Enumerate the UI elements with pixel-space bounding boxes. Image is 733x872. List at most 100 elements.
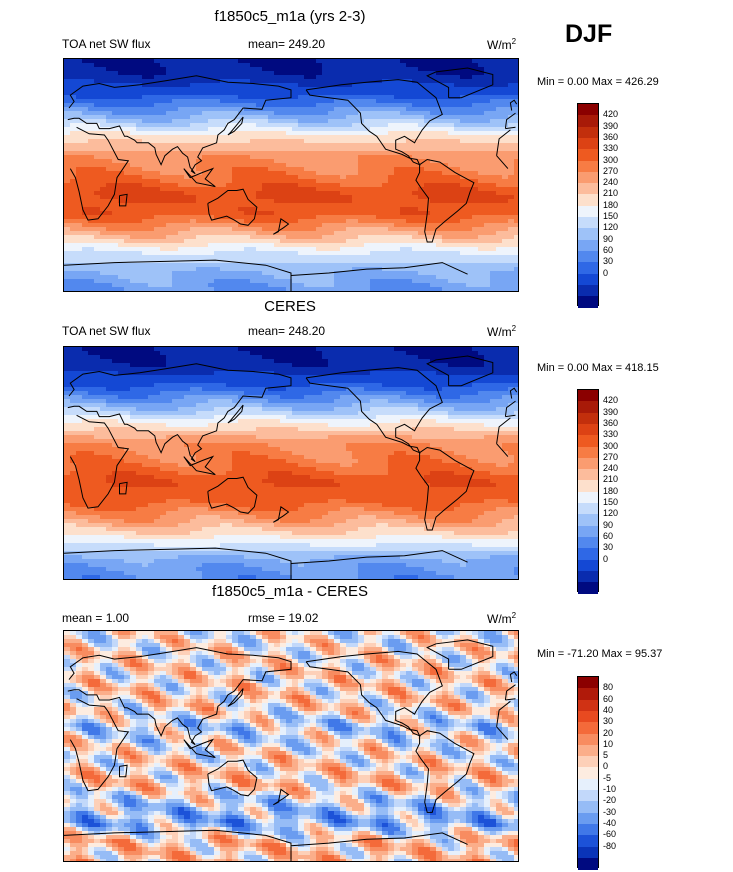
contour-cell	[490, 255, 497, 260]
contour-cell	[370, 243, 377, 248]
contour-cell	[502, 367, 509, 372]
contour-cell	[298, 227, 305, 232]
contour-cell	[418, 351, 425, 356]
contour-cell	[292, 367, 299, 372]
contour-cell	[370, 151, 377, 156]
contour-cell	[394, 351, 401, 356]
contour-cell	[118, 67, 125, 72]
contour-cell	[226, 167, 233, 172]
contour-cell	[250, 75, 257, 80]
contour-cell	[292, 235, 299, 240]
contour-cell	[100, 135, 107, 140]
contour-cell	[184, 347, 191, 352]
contour-cell	[472, 131, 479, 136]
contour-cell	[490, 67, 497, 72]
contour-cell	[244, 103, 251, 108]
contour-cell	[412, 147, 419, 152]
contour-cell	[94, 163, 101, 168]
contour-cell	[172, 199, 179, 204]
contour-cell	[214, 167, 221, 172]
contour-cell	[154, 251, 161, 256]
contour-cell	[460, 355, 467, 360]
contour-cell	[334, 59, 341, 64]
contour-cell	[460, 127, 467, 132]
contour-cell	[202, 167, 209, 172]
contour-cell	[382, 167, 389, 172]
contour-cell	[310, 215, 317, 220]
contour-cell	[100, 283, 107, 288]
contour-cell	[466, 107, 473, 112]
contour-cell	[340, 231, 347, 236]
contour-cell	[274, 107, 281, 112]
contour-cell	[460, 183, 467, 188]
contour-cell	[220, 163, 227, 168]
contour-cell	[322, 91, 329, 96]
contour-cell	[304, 115, 311, 120]
contour-cell	[502, 99, 509, 104]
contour-cell	[394, 371, 401, 376]
contour-cell	[208, 95, 215, 100]
contour-cell	[100, 119, 107, 124]
contour-cell	[130, 359, 137, 364]
contour-cell	[232, 163, 239, 168]
contour-cell	[352, 107, 359, 112]
contour-cell	[322, 123, 329, 128]
contour-cell	[472, 151, 479, 156]
contour-cell	[196, 87, 203, 92]
contour-cell	[160, 87, 167, 92]
contour-cell	[424, 235, 431, 240]
contour-cell	[70, 207, 77, 212]
contour-cell	[280, 99, 287, 104]
contour-cell	[388, 123, 395, 128]
contour-cell	[376, 99, 383, 104]
contour-cell	[94, 239, 101, 244]
contour-cell	[496, 87, 503, 92]
contour-cell	[214, 363, 221, 368]
contour-cell	[214, 367, 221, 372]
contour-cell	[286, 243, 293, 248]
contour-cell	[268, 275, 275, 280]
contour-cell	[286, 143, 293, 148]
contour-cell	[88, 351, 95, 356]
contour-cell	[166, 267, 173, 272]
contour-cell	[220, 351, 227, 356]
contour-cell	[460, 91, 467, 96]
contour-cell	[448, 123, 455, 128]
contour-cell	[124, 355, 131, 360]
contour-cell	[490, 171, 497, 176]
contour-cell	[310, 279, 317, 284]
contour-cell	[382, 83, 389, 88]
contour-cell	[376, 107, 383, 112]
contour-cell	[376, 95, 383, 100]
contour-cell	[244, 199, 251, 204]
contour-cell	[262, 359, 269, 364]
contour-cell	[406, 151, 413, 156]
contour-cell	[220, 103, 227, 108]
contour-cell	[82, 219, 89, 224]
contour-cell	[202, 119, 209, 124]
contour-cell	[358, 223, 365, 228]
contour-cell	[496, 83, 503, 88]
contour-cell	[382, 127, 389, 132]
contour-cell	[364, 235, 371, 240]
contour-cell	[220, 203, 227, 208]
contour-cell	[286, 67, 293, 72]
contour-cell	[460, 259, 467, 264]
contour-cell	[496, 155, 503, 160]
contour-cell	[154, 119, 161, 124]
contour-cell	[508, 91, 515, 96]
contour-cell	[88, 163, 95, 168]
contour-cell	[334, 63, 341, 68]
contour-cell	[310, 235, 317, 240]
contour-cell	[286, 75, 293, 80]
contour-cell	[478, 251, 485, 256]
contour-cell	[100, 79, 107, 84]
contour-cell	[394, 83, 401, 88]
contour-cell	[400, 147, 407, 152]
contour-cell	[142, 147, 149, 152]
contour-cell	[376, 227, 383, 232]
contour-cell	[490, 271, 497, 276]
contour-cell	[208, 283, 215, 288]
contour-cell	[358, 283, 365, 288]
contour-cell	[202, 175, 209, 180]
